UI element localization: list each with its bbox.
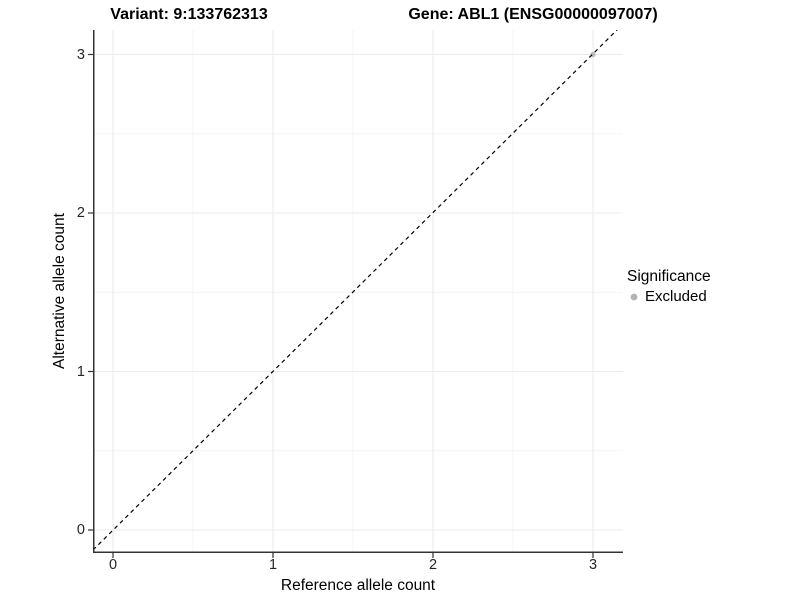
legend: Significance Excluded [627, 267, 711, 306]
y-axis-title: Alternative allele count [51, 213, 68, 369]
plot-panel [88, 30, 623, 558]
grid-minor-lines [93, 30, 623, 553]
y-tick-label: 3 [76, 46, 85, 63]
axis-tick-marks [88, 53, 594, 558]
x-tick-label: 1 [268, 557, 278, 573]
x-tick-label: 3 [588, 557, 598, 573]
chart-title-gene: Gene: ABL1 (ENSG00000097007) [408, 6, 658, 23]
x-tick-label: 2 [428, 557, 438, 573]
legend-item-excluded: Excluded [629, 288, 711, 306]
y-tick-label: 0 [76, 522, 85, 538]
legend-item-label: Excluded [645, 288, 707, 305]
legend-title: Significance [627, 268, 711, 285]
chart-title-variant: Variant: 9:133762313 [110, 6, 268, 23]
identity-line [93, 30, 618, 551]
legend-point-icon [630, 293, 638, 301]
x-tick-label: 0 [108, 557, 118, 573]
y-tick-label: 1 [76, 363, 85, 380]
grid-major-lines [93, 30, 623, 553]
y-tick-label: 2 [76, 205, 85, 221]
x-axis-title: Reference allele count [280, 577, 436, 594]
